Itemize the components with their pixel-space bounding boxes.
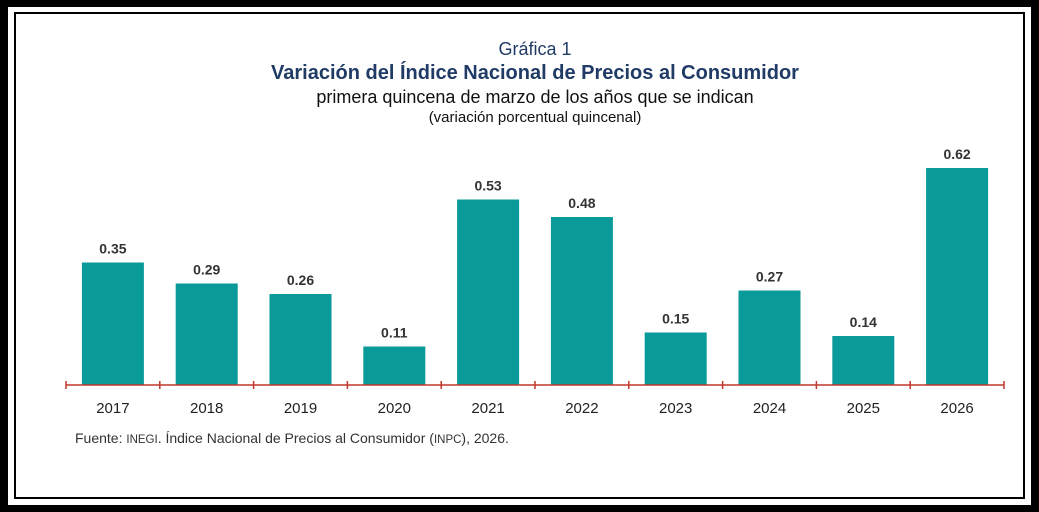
bar-2018 — [175, 283, 238, 385]
x-tick-label-2019: 2019 — [284, 400, 317, 417]
bar-2020 — [363, 346, 426, 385]
x-tick-label-2025: 2025 — [847, 400, 880, 417]
source-prefix: Fuente: — [75, 430, 127, 446]
data-label-2022: 0.48 — [568, 195, 595, 211]
bar-2023 — [644, 332, 707, 385]
source-org: INEGI — [126, 434, 158, 446]
data-label-2021: 0.53 — [474, 178, 501, 194]
bar-2025 — [832, 336, 895, 385]
data-label-2026: 0.62 — [943, 146, 970, 162]
data-label-2024: 0.27 — [756, 269, 783, 285]
x-tick-label-2018: 2018 — [190, 400, 223, 417]
source-abbr: INPC — [433, 434, 462, 446]
source-text-1: . Índice Nacional de Precios al Consumid… — [157, 430, 434, 446]
data-label-2025: 0.14 — [850, 314, 877, 330]
source-text-2: ), 2026. — [461, 430, 509, 446]
bar-2017 — [81, 262, 144, 385]
x-tick-label-2023: 2023 — [659, 400, 692, 417]
chart-label: Gráfica 1 — [498, 39, 572, 59]
chart-titles: Gráfica 1 Variación del Índice Nacional … — [0, 38, 1039, 128]
bar-2024 — [738, 290, 801, 385]
chart-subtitle: primera quincena de marzo de los años qu… — [316, 87, 754, 107]
x-tick-label-2021: 2021 — [471, 400, 504, 417]
x-tick-label-2017: 2017 — [96, 400, 129, 417]
data-label-2019: 0.26 — [287, 272, 314, 288]
bar-2021 — [457, 199, 520, 385]
bar-2022 — [550, 217, 613, 385]
data-label-2020: 0.11 — [381, 325, 408, 341]
data-label-2018: 0.29 — [193, 262, 220, 278]
bar-2026 — [926, 168, 989, 385]
x-tick-label-2020: 2020 — [378, 400, 411, 417]
data-label-2017: 0.35 — [99, 241, 126, 257]
chart-unit: (variación porcentual quincenal) — [428, 109, 642, 126]
x-tick-label-2026: 2026 — [940, 400, 973, 417]
data-label-2023: 0.15 — [662, 311, 689, 327]
x-tick-label-2024: 2024 — [753, 400, 786, 417]
x-tick-label-2022: 2022 — [565, 400, 598, 417]
source-note: Fuente: INEGI. Índice Nacional de Precio… — [75, 430, 509, 446]
chart-title: Variación del Índice Nacional de Precios… — [271, 62, 799, 84]
chart-panel — [14, 12, 1025, 499]
bar-2019 — [269, 294, 332, 385]
